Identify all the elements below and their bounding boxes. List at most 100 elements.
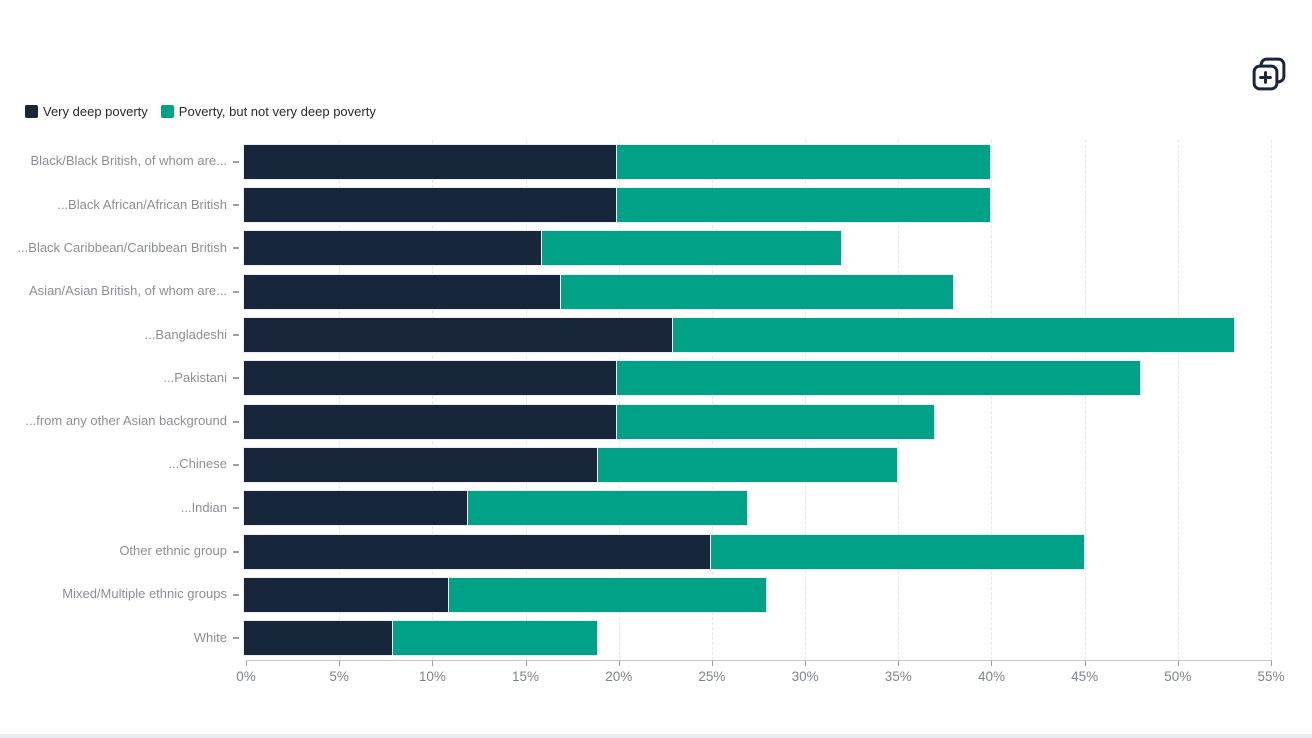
bar-track bbox=[243, 403, 1272, 440]
bar-track bbox=[243, 186, 1272, 223]
x-axis-tick-mark bbox=[991, 661, 993, 666]
bar-track bbox=[243, 533, 1272, 570]
bar-row: White bbox=[0, 617, 1272, 660]
bar-track bbox=[243, 143, 1272, 180]
bar-track bbox=[243, 490, 1272, 527]
y-axis-tick bbox=[233, 333, 239, 336]
bar-segment-poverty-not-deep[interactable] bbox=[617, 186, 992, 223]
bar-segment-poverty-not-deep[interactable] bbox=[673, 316, 1235, 353]
gridline-35 bbox=[898, 140, 900, 660]
bar-row: ...Bangladeshi bbox=[0, 313, 1272, 356]
bar-segment-poverty-not-deep[interactable] bbox=[710, 533, 1085, 570]
y-axis-label: ...Indian bbox=[180, 499, 227, 515]
bar-segment-very-deep-poverty[interactable] bbox=[243, 403, 618, 440]
legend-item-poverty-not-deep[interactable]: Poverty, but not very deep poverty bbox=[160, 104, 376, 119]
y-axis-label: Black/Black British, of whom are... bbox=[30, 153, 227, 169]
x-axis-line bbox=[246, 660, 1272, 661]
x-axis-tick-mark bbox=[432, 661, 434, 666]
gridline-10 bbox=[432, 140, 434, 660]
x-axis-tick-label: 5% bbox=[329, 669, 349, 684]
y-axis-label: Mixed/Multiple ethnic groups bbox=[62, 586, 227, 602]
legend-item-very-deep-poverty[interactable]: Very deep poverty bbox=[25, 104, 148, 119]
y-axis-label: ...Chinese bbox=[168, 456, 227, 472]
y-axis-tick bbox=[233, 247, 239, 250]
bar-track bbox=[243, 230, 1272, 267]
bar-track bbox=[243, 446, 1272, 483]
x-axis: 0% 5% 10% 15% 20% 25% 30% 35% 40% 45% 50% 55% bbox=[236, 660, 1285, 700]
x-axis-tick-label: 15% bbox=[512, 669, 540, 684]
y-axis-tick bbox=[233, 507, 239, 510]
gridline-45 bbox=[1084, 140, 1086, 660]
y-axis-label: Asian/Asian British, of whom are... bbox=[29, 283, 227, 299]
x-axis-tick-mark bbox=[618, 661, 620, 666]
gridline-15 bbox=[525, 140, 527, 660]
x-axis-tick-label: 30% bbox=[791, 669, 819, 684]
chart-legend: Very deep poverty Poverty, but not very d… bbox=[25, 104, 376, 119]
bar-segment-very-deep-poverty[interactable] bbox=[243, 316, 674, 353]
bar-segment-poverty-not-deep[interactable] bbox=[561, 273, 954, 310]
x-axis-tick-mark bbox=[711, 661, 713, 666]
x-axis-tick-mark bbox=[1084, 661, 1086, 666]
x-axis-tick-label: 35% bbox=[884, 669, 912, 684]
x-axis-tick-mark bbox=[246, 661, 247, 666]
y-axis-tick bbox=[233, 420, 239, 423]
bar-segment-very-deep-poverty[interactable] bbox=[243, 186, 618, 223]
gridline-55 bbox=[1271, 140, 1272, 660]
bar-segment-poverty-not-deep[interactable] bbox=[448, 576, 767, 613]
x-axis-tick-label: 45% bbox=[1071, 669, 1099, 684]
y-axis-label: White bbox=[193, 629, 227, 645]
y-axis-label: Other ethnic group bbox=[119, 543, 227, 559]
bar-segment-poverty-not-deep[interactable] bbox=[542, 230, 842, 267]
legend-swatch bbox=[160, 105, 174, 118]
bar-segment-very-deep-poverty[interactable] bbox=[243, 533, 711, 570]
bar-segment-very-deep-poverty[interactable] bbox=[243, 576, 449, 613]
bar-segment-poverty-not-deep[interactable] bbox=[598, 446, 898, 483]
bar-row: ...Indian bbox=[0, 487, 1272, 530]
bar-segment-very-deep-poverty[interactable] bbox=[243, 446, 599, 483]
bar-track bbox=[243, 576, 1272, 613]
bar-segment-poverty-not-deep[interactable] bbox=[617, 360, 1142, 397]
y-axis-label: ...Bangladeshi bbox=[144, 326, 227, 342]
bar-segment-poverty-not-deep[interactable] bbox=[617, 143, 992, 180]
bar-row: ...Black African/African British bbox=[0, 183, 1272, 226]
x-axis-tick-mark bbox=[525, 661, 527, 666]
y-axis-label: ...from any other Asian background bbox=[25, 413, 227, 429]
bar-segment-very-deep-poverty[interactable] bbox=[243, 230, 543, 267]
bar-track bbox=[243, 360, 1272, 397]
gridline-30 bbox=[805, 140, 807, 660]
bar-row: ...Black Caribbean/Caribbean British bbox=[0, 227, 1272, 270]
y-axis-tick bbox=[233, 550, 239, 553]
bar-segment-very-deep-poverty[interactable] bbox=[243, 360, 618, 397]
x-axis-tick-label: 25% bbox=[698, 669, 726, 684]
y-axis-tick bbox=[233, 593, 239, 596]
x-axis-tick-label: 10% bbox=[418, 669, 446, 684]
bar-segment-poverty-not-deep[interactable] bbox=[467, 490, 749, 527]
bar-row: ...Chinese bbox=[0, 443, 1272, 486]
bar-row: Mixed/Multiple ethnic groups bbox=[0, 573, 1272, 616]
x-axis-tick-label: 50% bbox=[1164, 669, 1192, 684]
bar-segment-very-deep-poverty[interactable] bbox=[243, 273, 562, 310]
bar-segment-very-deep-poverty[interactable] bbox=[243, 620, 393, 657]
bar-segment-very-deep-poverty[interactable] bbox=[243, 490, 468, 527]
gridline-25 bbox=[711, 140, 713, 660]
gridline-20 bbox=[618, 140, 620, 660]
gridlines-layer bbox=[246, 140, 1272, 660]
y-axis-label: ...Pakistani bbox=[163, 369, 227, 385]
y-axis-tick bbox=[233, 377, 239, 380]
bar-row: Black/Black British, of whom are... bbox=[0, 140, 1272, 183]
window-bottom-edge bbox=[0, 734, 1312, 738]
bar-track bbox=[243, 316, 1272, 353]
x-axis-tick-mark bbox=[1271, 661, 1272, 666]
x-axis-tick-label: 0% bbox=[236, 669, 256, 684]
bar-row: Asian/Asian British, of whom are... bbox=[0, 270, 1272, 313]
bar-track bbox=[243, 273, 1272, 310]
x-axis-tick-label: 40% bbox=[977, 669, 1005, 684]
bar-segment-poverty-not-deep[interactable] bbox=[392, 620, 599, 657]
copy-chart-button[interactable] bbox=[1248, 53, 1290, 95]
bar-row: ...from any other Asian background bbox=[0, 400, 1272, 443]
legend-label: Poverty, but not very deep poverty bbox=[178, 104, 376, 119]
bar-segment-very-deep-poverty[interactable] bbox=[243, 143, 618, 180]
bar-row: Other ethnic group bbox=[0, 530, 1272, 573]
bar-segment-poverty-not-deep[interactable] bbox=[617, 403, 936, 440]
